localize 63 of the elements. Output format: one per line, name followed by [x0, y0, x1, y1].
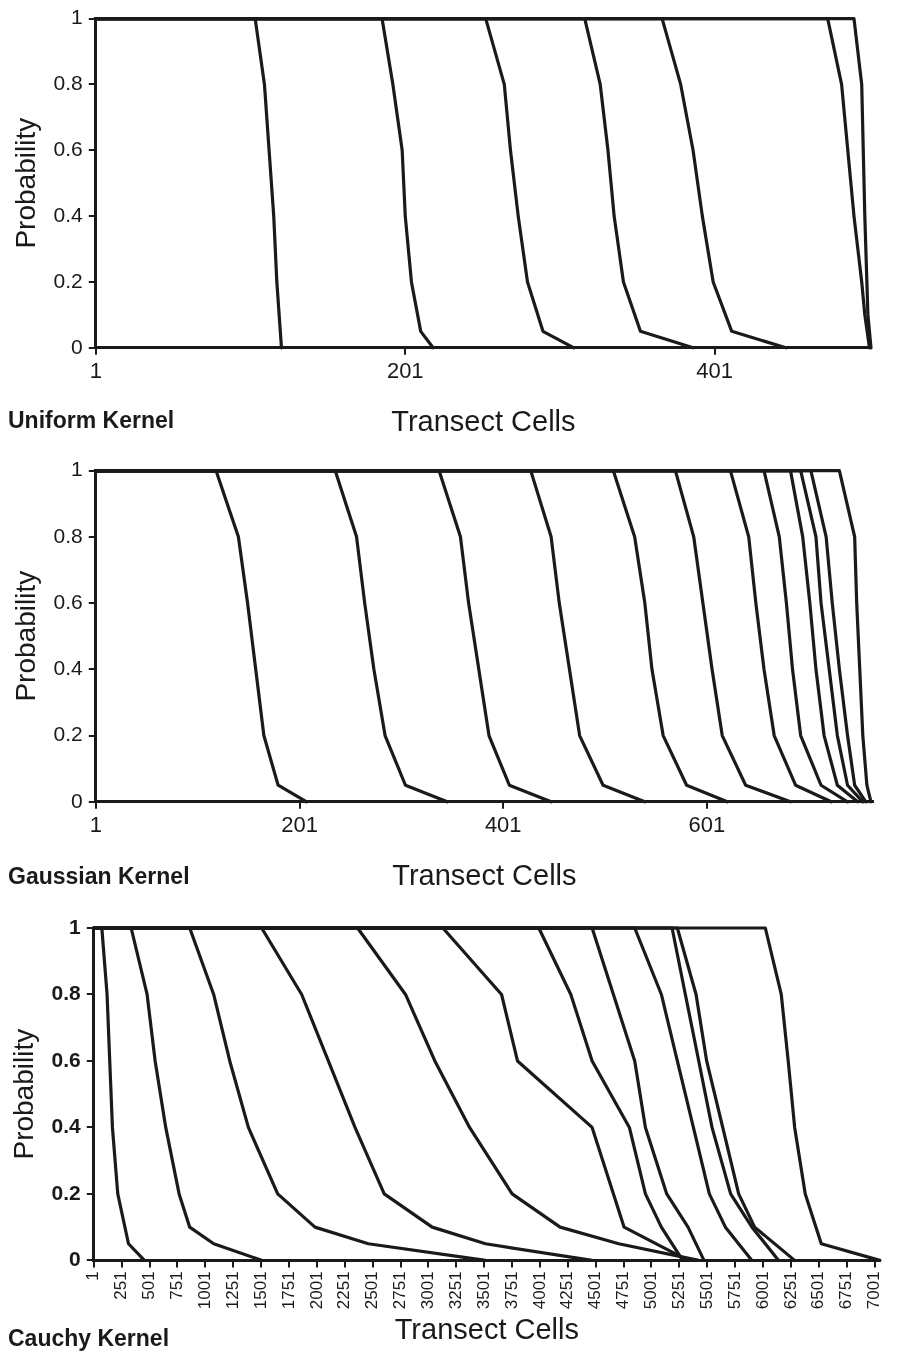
x-tick-label: 401: [484, 812, 522, 838]
x-tick-label: 201: [386, 358, 424, 384]
y-tick-label: 0.2: [53, 722, 83, 746]
x-tick-label: 501: [139, 1271, 159, 1300]
y-tick-label: 0.2: [53, 268, 83, 292]
text: Gaussian Kernel: [8, 863, 190, 890]
x-tick-label: 601: [688, 812, 726, 838]
x-tick-label: 3501: [473, 1271, 493, 1310]
x-tick-label: 5001: [641, 1271, 661, 1310]
x-tick-label: 6501: [808, 1271, 828, 1310]
y-tick-label: 0.2: [51, 1180, 81, 1204]
x-tick-label: 5251: [669, 1271, 689, 1310]
x-tick-label: 2501: [362, 1271, 382, 1310]
y-tick-label: 1: [71, 457, 83, 481]
y-tick-label: 0.8: [53, 523, 83, 547]
x-tick-label: 1501: [250, 1271, 270, 1310]
x-tick-label: 5501: [696, 1271, 716, 1310]
x-tick-label: 6751: [836, 1271, 856, 1310]
y-tick-label: 0.6: [53, 137, 83, 161]
x-tick-label: 3001: [418, 1271, 438, 1310]
y-tick-label: 0: [71, 788, 83, 812]
y-tick-label: 0.6: [51, 1047, 81, 1071]
y-axis-title: Probability: [7, 1028, 39, 1160]
x-tick-label: 201: [281, 812, 318, 838]
x-tick-label: 5751: [724, 1271, 744, 1310]
x-tick-label: 4251: [557, 1271, 577, 1310]
x-tick-label: 7001: [864, 1271, 884, 1310]
y-tick-label: 0.6: [53, 589, 83, 613]
x-tick-label: 3751: [501, 1271, 521, 1310]
x-tick-label: 751: [167, 1271, 187, 1300]
x-tick-label: 1251: [222, 1271, 242, 1310]
x-tick-label: 3251: [445, 1271, 465, 1310]
x-tick-label: 251: [111, 1271, 131, 1300]
x-tick-label: 4751: [613, 1271, 633, 1310]
x-tick-label: 2251: [334, 1271, 354, 1310]
x-tick-label: 1001: [195, 1271, 215, 1310]
y-tick-label: 0.8: [53, 71, 83, 95]
x-tick-label: 1: [89, 358, 102, 384]
y-tick-label: 0.4: [53, 656, 84, 680]
y-tick-label: 1: [71, 5, 83, 29]
y-tick-label: 0: [69, 1247, 81, 1271]
x-tick-label: 2751: [390, 1271, 410, 1310]
y-tick-label: 1: [69, 914, 82, 938]
y-tick-label: 0.4: [53, 202, 84, 226]
x-axis-title: Transect Cells: [391, 404, 576, 437]
y-axis-title: Probability: [9, 117, 41, 249]
x-tick-label: 401: [696, 358, 734, 384]
x-tick-label: 4001: [529, 1271, 549, 1310]
x-tick-label: 1751: [278, 1271, 298, 1310]
text: Uniform Kernel: [8, 407, 175, 434]
y-tick-label: 0.4: [51, 1114, 82, 1138]
x-tick-label: 6251: [780, 1271, 800, 1310]
x-tick-label: 4501: [585, 1271, 605, 1310]
text: Cauchy Kernel: [8, 1325, 170, 1352]
y-axis-title: Probability: [9, 570, 41, 702]
x-tick-label: 1: [83, 1271, 103, 1281]
x-axis-title: Transect Cells: [392, 858, 577, 891]
y-tick-label: 0.8: [51, 981, 82, 1005]
x-tick-label: 1: [89, 812, 102, 838]
x-tick-label: 2001: [306, 1271, 326, 1310]
y-tick-label: 0: [71, 334, 83, 358]
x-axis-title: Transect Cells: [394, 1312, 579, 1345]
x-tick-label: 6001: [752, 1271, 772, 1310]
